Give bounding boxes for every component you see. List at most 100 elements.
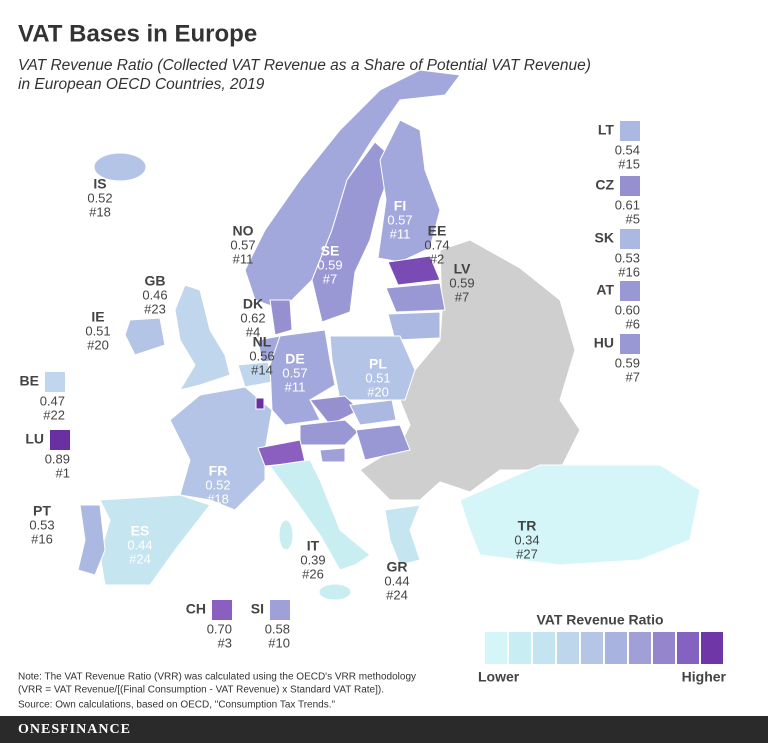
legend-swatch (653, 632, 675, 664)
country-shape (269, 459, 371, 571)
legend-swatch (677, 632, 699, 664)
country-rank: #5 (626, 211, 640, 226)
note: Note: The VAT Revenue Ratio (VRR) was ca… (18, 672, 416, 683)
country-code: DE (285, 351, 304, 367)
country-shape (349, 399, 397, 426)
subtitle: in European OECD Countries, 2019 (18, 76, 265, 93)
country-value: 0.51 (85, 323, 110, 338)
map (77, 69, 701, 601)
legend-swatch (701, 632, 723, 664)
country-swatch (620, 281, 640, 301)
country-rank: #22 (43, 407, 65, 422)
country-code: LT (598, 122, 615, 138)
country-code: IT (307, 538, 320, 554)
country-rank: #7 (455, 289, 469, 304)
country-value: 0.57 (387, 212, 412, 227)
footer-bar (0, 716, 768, 743)
country-value: 0.59 (615, 355, 640, 370)
country-code: ES (131, 523, 150, 539)
country-value: 0.57 (230, 237, 255, 252)
country-shape (278, 519, 294, 551)
country-value: 0.58 (265, 621, 290, 636)
country-code: FI (394, 198, 406, 214)
country-code: BE (20, 373, 39, 389)
note: (VRR = VAT Revenue/[(Final Consumption -… (18, 685, 384, 696)
country-swatch (620, 176, 640, 196)
country-swatch (50, 430, 70, 450)
country-value: 0.54 (615, 142, 640, 157)
country-rank: #15 (618, 156, 640, 171)
title: VAT Bases in Europe (18, 20, 257, 47)
country-rank: #14 (251, 362, 273, 377)
country-code: PT (33, 503, 51, 519)
country-code: EE (428, 223, 447, 239)
country-code: SE (321, 243, 340, 259)
country-value: 0.60 (615, 302, 640, 317)
country-shape (387, 311, 441, 341)
country-value: 0.52 (87, 190, 112, 205)
country-code: NO (233, 223, 254, 239)
country-value: 0.46 (142, 287, 167, 302)
country-value: 0.57 (282, 365, 307, 380)
country-code: SK (595, 230, 614, 246)
country-rank: #24 (129, 551, 151, 566)
country-rank: #18 (207, 491, 229, 506)
country-code: AT (596, 282, 614, 298)
country-shape (124, 317, 166, 356)
country-shape (255, 397, 265, 410)
country-code: DK (243, 296, 263, 312)
country-code: FR (209, 463, 228, 479)
country-swatch (212, 600, 232, 620)
country-value: 0.59 (317, 257, 342, 272)
country-rank: #3 (218, 635, 232, 650)
country-value: 0.47 (40, 393, 65, 408)
country-shape (377, 119, 441, 263)
legend (485, 632, 723, 664)
legend-swatch (557, 632, 579, 664)
country-value: 0.89 (45, 451, 70, 466)
country-value: 0.62 (240, 310, 265, 325)
country-shape (459, 464, 701, 566)
legend-swatch (533, 632, 555, 664)
country-shape (329, 335, 416, 401)
country-swatch (620, 334, 640, 354)
country-rank: #20 (87, 337, 109, 352)
country-rank: #4 (246, 324, 260, 339)
subtitle: VAT Revenue Ratio (Collected VAT Revenue… (18, 57, 591, 74)
country-swatch (270, 600, 290, 620)
country-rank: #27 (516, 546, 538, 561)
country-shape (174, 284, 231, 391)
country-rank: #18 (89, 204, 111, 219)
legend-swatch (605, 632, 627, 664)
country-shape (385, 282, 446, 313)
country-code: PL (369, 356, 387, 372)
country-value: 0.61 (615, 197, 640, 212)
country-swatch (620, 229, 640, 249)
country-value: 0.53 (29, 517, 54, 532)
country-value: 0.52 (205, 477, 230, 492)
country-rank: #7 (323, 271, 337, 286)
country-code: CH (186, 601, 206, 617)
country-rank: #6 (626, 316, 640, 331)
country-value: 0.56 (249, 348, 274, 363)
country-value: 0.44 (127, 537, 152, 552)
country-shape (387, 255, 441, 286)
country-rank: #16 (31, 531, 53, 546)
legend-low: Lower (478, 669, 520, 685)
country-code: LU (25, 431, 44, 447)
country-code: TR (518, 518, 537, 534)
country-code: GB (145, 273, 166, 289)
country-rank: #7 (626, 369, 640, 384)
country-value: 0.39 (300, 552, 325, 567)
country-shape (384, 504, 421, 566)
country-code: HU (594, 335, 614, 351)
country-value: 0.51 (365, 370, 390, 385)
country-shape (269, 299, 293, 336)
legend-swatch (485, 632, 507, 664)
country-value: 0.44 (384, 573, 409, 588)
country-shape (318, 583, 352, 601)
country-rank: #11 (390, 226, 411, 241)
country-value: 0.53 (615, 250, 640, 265)
country-code: CZ (595, 177, 614, 193)
